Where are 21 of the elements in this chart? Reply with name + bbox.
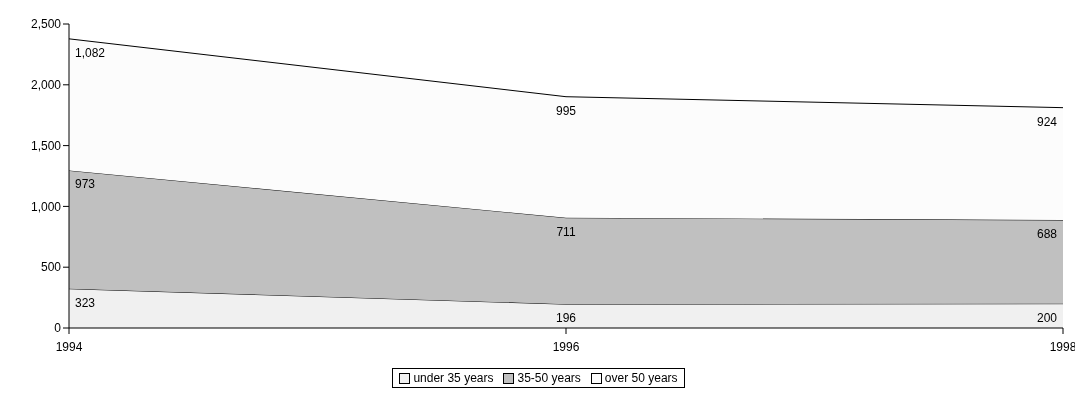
x-tick-label: 1994	[55, 339, 83, 354]
y-tick-label: 1,500	[30, 138, 62, 153]
data-label: 995	[555, 103, 577, 118]
data-label: 200	[1036, 310, 1058, 325]
legend-label: 35-50 years	[516, 371, 581, 385]
data-label: 924	[1036, 114, 1058, 129]
data-label: 323	[75, 295, 96, 310]
y-tick-label: 500	[40, 260, 62, 275]
legend-label: over 50 years	[603, 371, 678, 385]
data-label: 688	[1036, 227, 1058, 242]
y-tick-label: 2,500	[30, 17, 62, 32]
x-tick-label: 1998	[1049, 339, 1077, 354]
data-label: 973	[75, 177, 96, 192]
data-label: 196	[555, 311, 577, 326]
data-label: 711	[556, 224, 576, 239]
y-tick-label: 2,000	[30, 78, 62, 93]
y-tick-label: 1,000	[30, 199, 62, 214]
y-tick-label: 0	[54, 321, 62, 336]
legend-label: under 35 years	[412, 371, 494, 385]
data-label: 1,082	[75, 45, 106, 60]
x-tick-label: 1996	[552, 339, 580, 354]
